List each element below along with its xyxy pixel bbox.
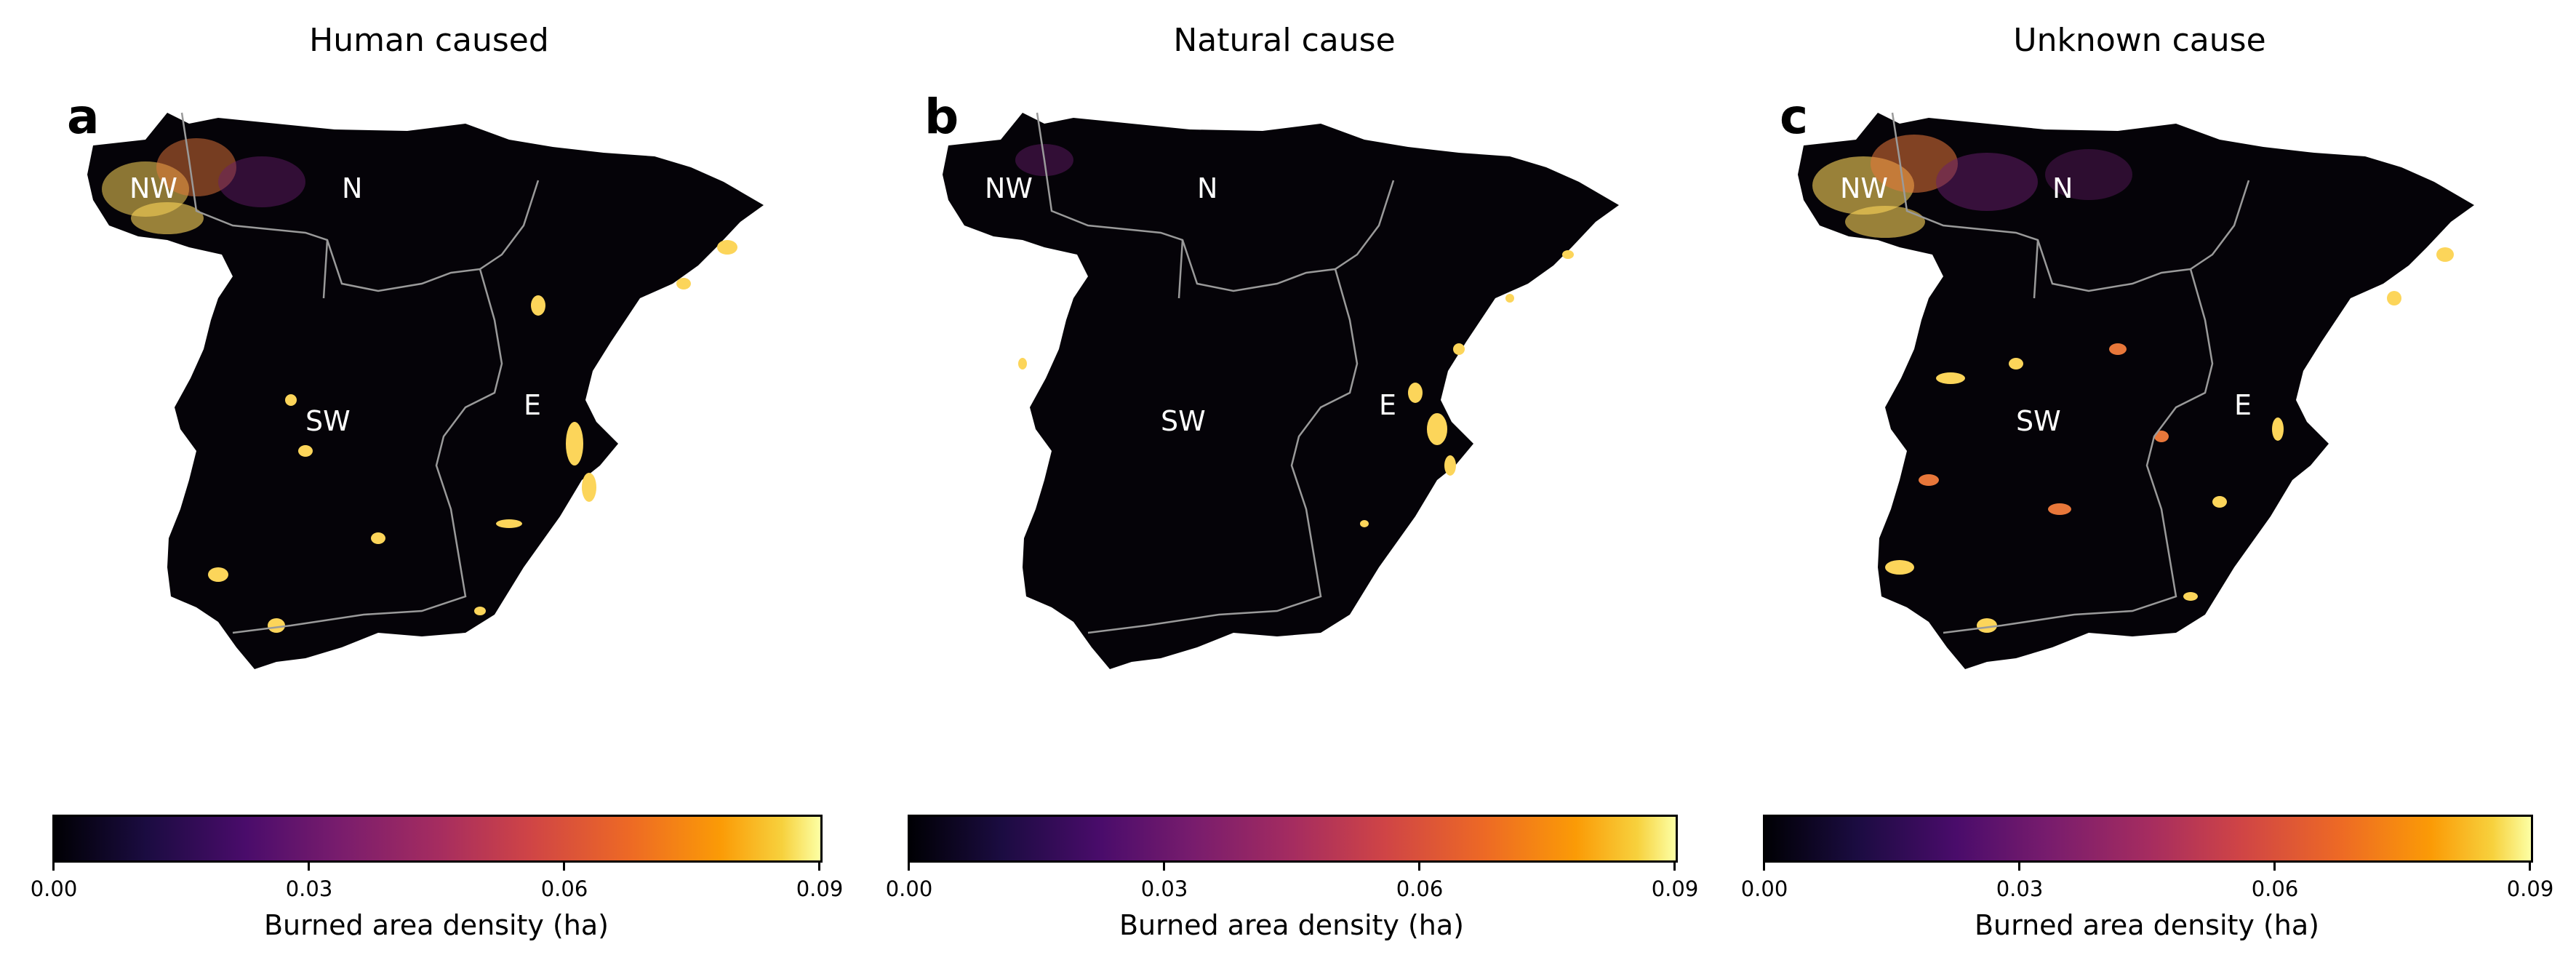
colorbar-tick bbox=[2529, 860, 2531, 871]
region-borders bbox=[1891, 112, 2250, 634]
colorbar bbox=[1763, 815, 2533, 863]
burn-hotspots bbox=[1812, 135, 2454, 633]
map-spain: NW N SW E bbox=[1798, 112, 2474, 669]
region-label-e: E bbox=[2234, 389, 2252, 421]
region-borders bbox=[180, 112, 540, 634]
panel-letter: b bbox=[924, 89, 959, 145]
map-spain: NW N SW E bbox=[943, 112, 1619, 669]
region-labels: NW N SW E bbox=[985, 172, 1396, 437]
colorbar-tick-label: 0.00 bbox=[1740, 876, 1788, 901]
region-label-n: N bbox=[342, 172, 362, 204]
panel-natural-cause: Natural cause b NW N SW E bbox=[855, 0, 1713, 963]
colorbar-label: Burned area density (ha) bbox=[1119, 909, 1465, 941]
panel-unknown-cause: Unknown cause c bbox=[1711, 0, 2569, 963]
colorbar-tick bbox=[1763, 860, 1765, 871]
colorbar-tick-label: 0.00 bbox=[885, 876, 933, 901]
colorbar-tick-label: 0.06 bbox=[2251, 876, 2299, 901]
colorbar-tick-label: 0.03 bbox=[1140, 876, 1188, 901]
colorbar-tick-label: 0.00 bbox=[30, 876, 78, 901]
colorbar-tick bbox=[52, 860, 55, 871]
iberia-landmass bbox=[87, 113, 764, 669]
colorbar-tick bbox=[1418, 860, 1420, 871]
region-label-n: N bbox=[2052, 172, 2073, 204]
region-label-sw: SW bbox=[305, 405, 351, 437]
region-label-nw: NW bbox=[985, 172, 1033, 204]
colorbar-tick-label: 0.09 bbox=[796, 876, 844, 901]
panel-letter: c bbox=[1780, 89, 1809, 145]
colorbar-label: Burned area density (ha) bbox=[263, 909, 609, 941]
colorbar-label: Burned area density (ha) bbox=[1974, 909, 2320, 941]
region-label-nw: NW bbox=[1840, 172, 1888, 204]
colorbar-tick bbox=[2273, 860, 2276, 871]
colorbar-tick-label: 0.09 bbox=[1651, 876, 1699, 901]
iberia-landmass bbox=[1798, 113, 2474, 669]
colorbar-tick-label: 0.06 bbox=[1396, 876, 1444, 901]
colorbar-tick bbox=[308, 860, 310, 871]
panel-title: Natural cause bbox=[1173, 22, 1396, 59]
colorbar-tick-label: 0.09 bbox=[2506, 876, 2554, 901]
panel-title: Human caused bbox=[309, 22, 549, 59]
region-label-sw: SW bbox=[2016, 405, 2061, 437]
region-label-e: E bbox=[1379, 389, 1396, 421]
region-label-sw: SW bbox=[1161, 405, 1206, 437]
panel-title: Unknown cause bbox=[2013, 22, 2266, 59]
region-labels: NW N SW E bbox=[1840, 172, 2252, 437]
region-borders bbox=[1036, 112, 1395, 634]
colorbar bbox=[908, 815, 1678, 863]
colorbar-tick bbox=[908, 860, 910, 871]
region-labels: NW N SW E bbox=[129, 172, 541, 437]
colorbar-tick-label: 0.03 bbox=[1996, 876, 2044, 901]
region-label-nw: NW bbox=[129, 172, 177, 204]
iberia-landmass bbox=[943, 113, 1619, 669]
colorbar-tick bbox=[2018, 860, 2020, 871]
colorbar-tick bbox=[818, 860, 820, 871]
colorbar-tick-label: 0.03 bbox=[285, 876, 333, 901]
colorbar-tick bbox=[1163, 860, 1165, 871]
region-label-n: N bbox=[1197, 172, 1217, 204]
map-spain: NW N SW E bbox=[87, 112, 764, 669]
burn-hotspots bbox=[102, 138, 737, 633]
colorbar-tick bbox=[563, 860, 565, 871]
panel-letter: a bbox=[67, 89, 100, 145]
colorbar-tick-label: 0.06 bbox=[540, 876, 588, 901]
colorbar-tick bbox=[1673, 860, 1676, 871]
region-label-e: E bbox=[524, 389, 541, 421]
panel-human-caused: Human caused a bbox=[0, 0, 858, 963]
colorbar bbox=[52, 815, 823, 863]
